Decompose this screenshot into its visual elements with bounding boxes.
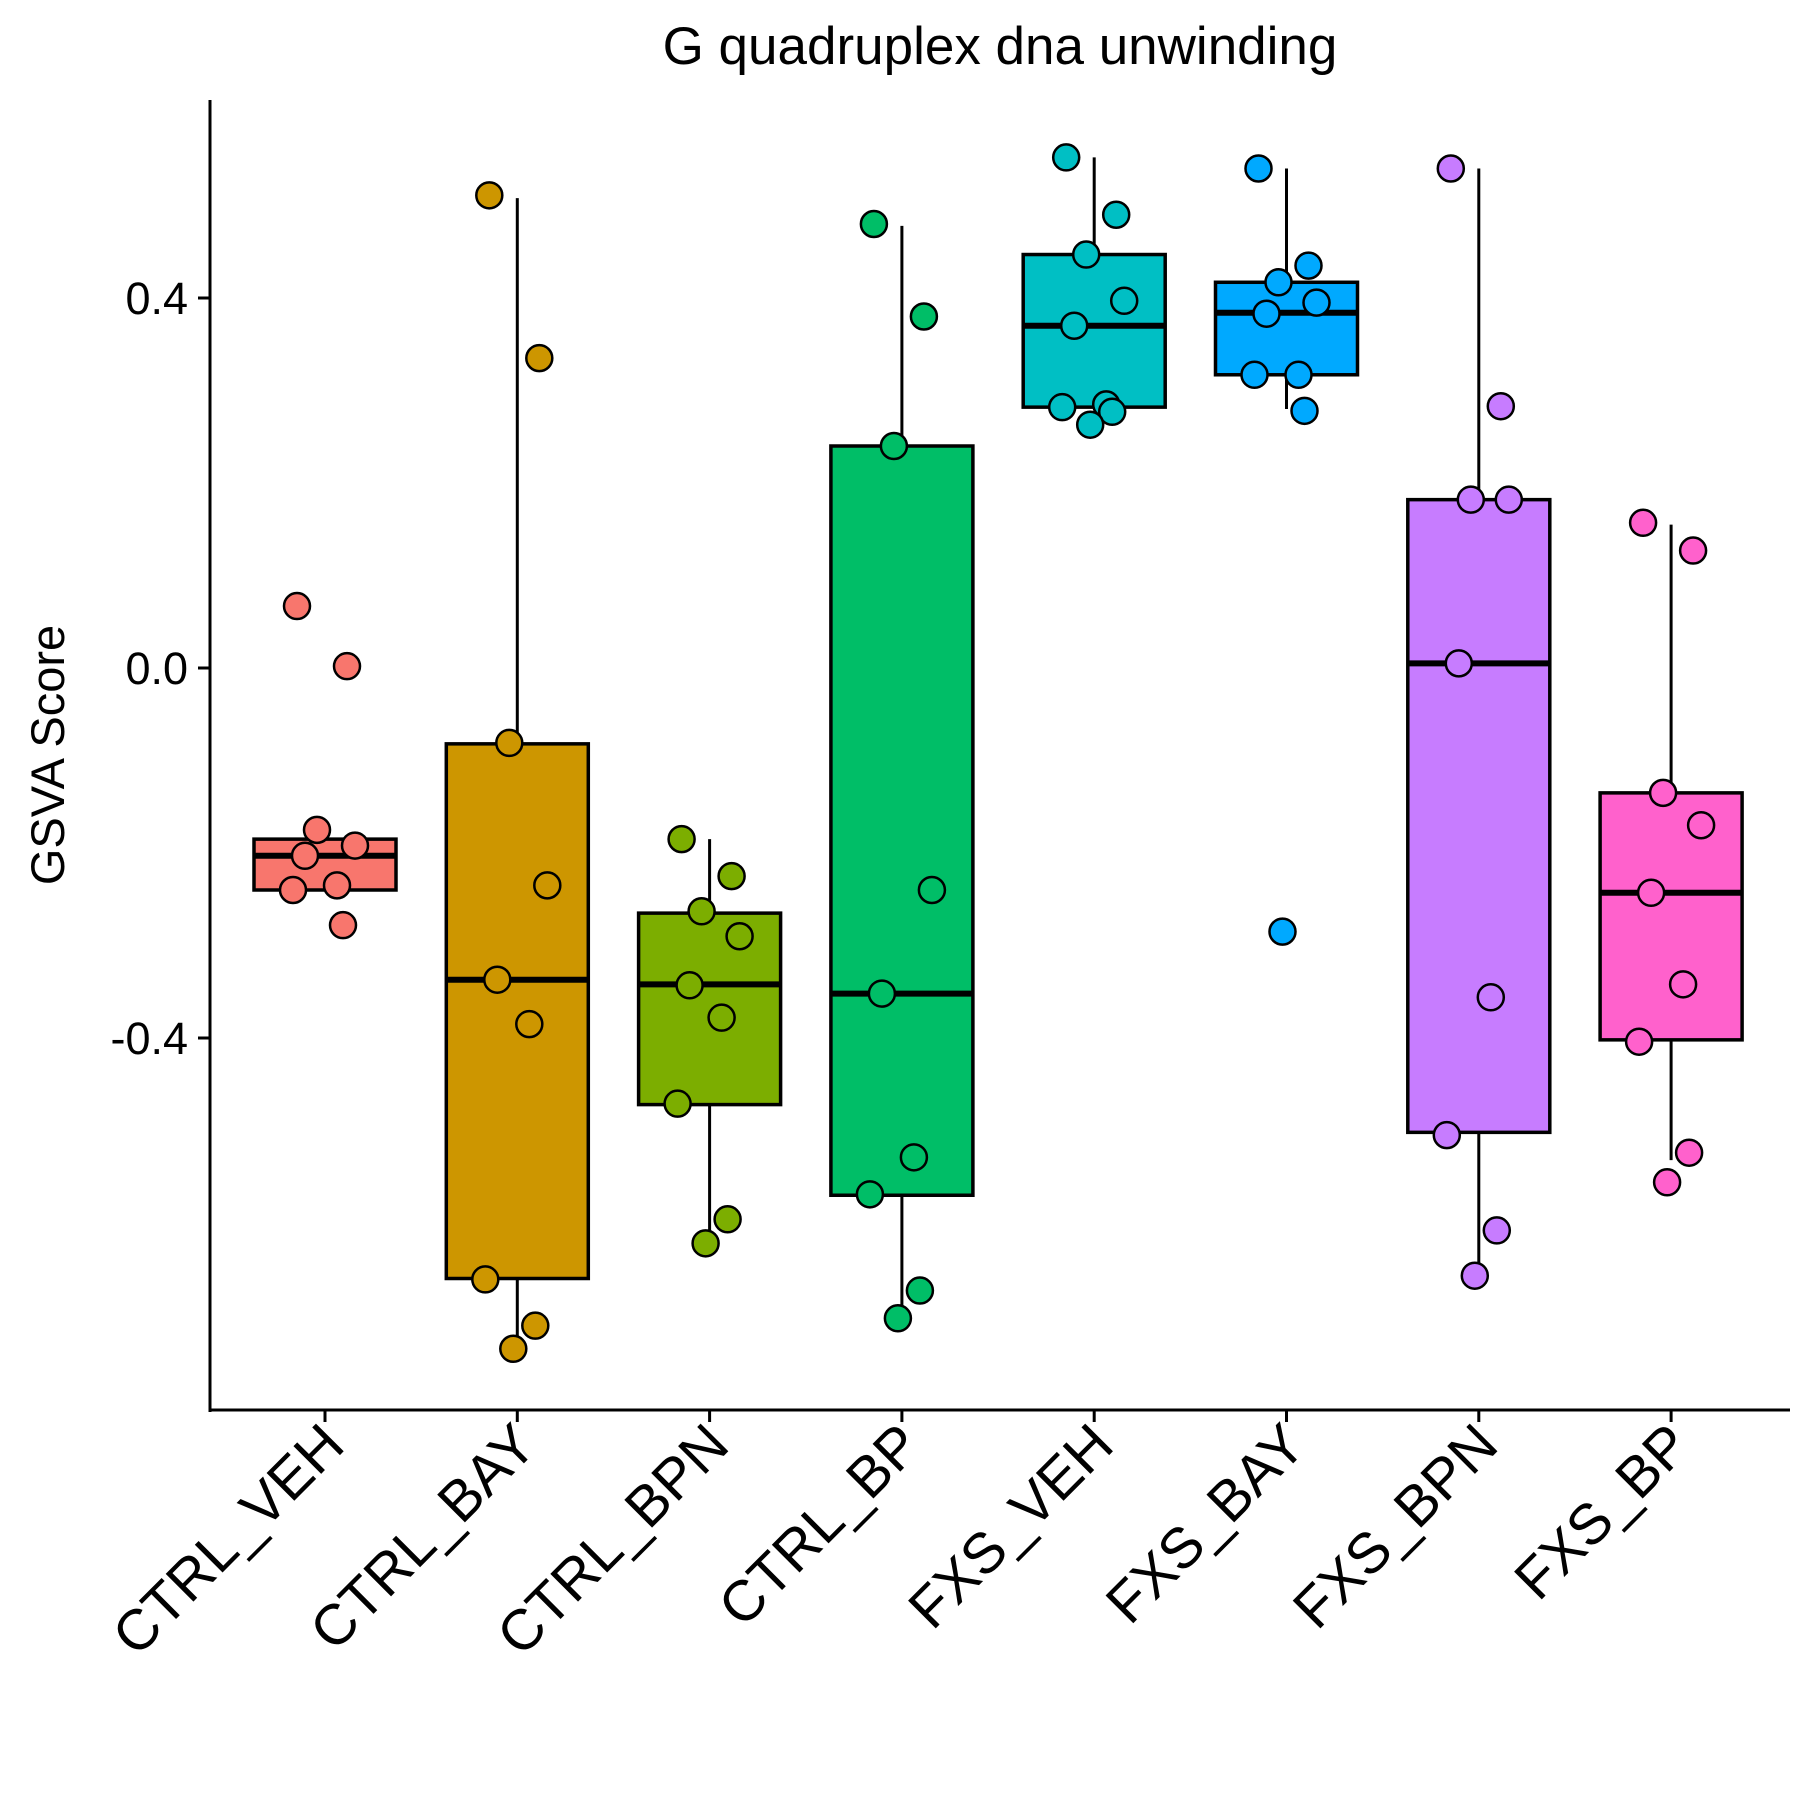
data-point xyxy=(278,875,308,905)
x-tick-label: FXS_VEH xyxy=(896,1412,1125,1641)
data-point xyxy=(1252,299,1281,328)
data-point xyxy=(1244,154,1273,183)
y-tick-label: -0.4 xyxy=(110,1013,188,1064)
box-group-fxs-veh xyxy=(1021,143,1167,439)
data-point xyxy=(917,875,947,905)
data-point xyxy=(1432,1120,1462,1150)
data-point xyxy=(1624,1027,1654,1056)
data-point xyxy=(1652,1168,1682,1197)
data-point xyxy=(521,1311,550,1340)
box-group-ctrl-veh xyxy=(252,591,398,940)
data-point xyxy=(1674,1138,1704,1167)
y-axis-label: GSVA Score xyxy=(21,625,74,885)
box-group-ctrl-bpn xyxy=(636,824,783,1258)
box xyxy=(636,911,783,1107)
box-group-ctrl-bp xyxy=(829,209,975,1333)
data-point xyxy=(1648,778,1678,808)
data-point xyxy=(1436,154,1466,183)
data-point xyxy=(1444,649,1474,678)
data-point xyxy=(1290,396,1319,426)
data-point xyxy=(879,431,909,461)
data-point xyxy=(691,1229,720,1258)
data-point xyxy=(1059,311,1089,340)
data-point xyxy=(1051,143,1081,172)
data-point xyxy=(717,861,746,891)
box-group-fxs-bpn xyxy=(1406,154,1552,1290)
box xyxy=(1213,280,1360,377)
data-point xyxy=(1636,878,1666,908)
data-point xyxy=(471,1265,500,1294)
box-group-fxs-bay xyxy=(1213,154,1360,946)
data-point xyxy=(1302,288,1331,317)
data-point xyxy=(663,1089,692,1118)
data-point xyxy=(707,1003,736,1032)
data-point xyxy=(515,1009,544,1039)
data-point xyxy=(1494,485,1524,514)
data-point xyxy=(905,1276,935,1305)
data-point xyxy=(322,871,352,900)
data-point xyxy=(713,1205,742,1234)
data-point xyxy=(290,841,320,871)
data-point xyxy=(1668,970,1698,999)
box xyxy=(1021,252,1167,409)
data-point xyxy=(859,209,889,239)
chart-title: G quadruplex dna unwinding xyxy=(663,17,1338,76)
data-point xyxy=(899,1143,929,1172)
data-point xyxy=(1476,983,1506,1012)
data-point xyxy=(1482,1216,1512,1245)
data-point xyxy=(340,831,370,860)
data-point xyxy=(499,1334,528,1364)
box-group-fxs-bp xyxy=(1598,508,1744,1197)
data-point xyxy=(883,1304,913,1333)
data-point xyxy=(667,824,696,854)
y-tick-label: 0.0 xyxy=(125,643,188,694)
data-point xyxy=(1486,391,1516,421)
data-point xyxy=(687,897,716,926)
box xyxy=(829,444,975,1197)
data-point xyxy=(1109,286,1139,316)
x-tick-label: FXS_BAY xyxy=(1094,1412,1318,1636)
data-point xyxy=(1101,200,1131,229)
data-point xyxy=(533,871,562,900)
data-point xyxy=(1047,392,1077,422)
data-point xyxy=(1097,397,1127,427)
data-point xyxy=(1686,811,1716,840)
data-point xyxy=(302,815,332,845)
data-point xyxy=(328,910,358,940)
x-tick-label: CTRL_BP xyxy=(706,1412,933,1639)
data-point xyxy=(332,651,362,681)
x-tick-label: FXS_BPN xyxy=(1281,1412,1510,1641)
box-group-ctrl-bay xyxy=(444,181,591,1364)
box xyxy=(444,742,591,1281)
data-point xyxy=(1075,410,1105,439)
y-tick-label: 0.4 xyxy=(125,273,188,324)
data-point xyxy=(1678,536,1708,565)
data-point xyxy=(525,343,554,373)
box xyxy=(1598,791,1744,1042)
data-point xyxy=(909,302,939,331)
x-tick-label: FXS_BP xyxy=(1502,1412,1702,1612)
plot-area xyxy=(252,143,1744,1364)
data-point xyxy=(475,181,504,210)
data-point xyxy=(483,965,512,994)
data-point xyxy=(1264,268,1293,297)
data-point xyxy=(725,922,754,951)
data-point xyxy=(1294,251,1323,280)
data-point xyxy=(867,979,897,1008)
box xyxy=(1406,497,1552,1135)
data-point xyxy=(495,728,524,758)
data-point xyxy=(1460,1261,1490,1290)
data-point xyxy=(1628,508,1658,538)
data-point xyxy=(1268,917,1297,946)
data-point xyxy=(1456,485,1486,514)
data-point xyxy=(675,971,704,1000)
data-point xyxy=(282,591,312,621)
data-point xyxy=(1071,240,1101,269)
data-point xyxy=(1284,360,1313,390)
data-point xyxy=(1240,360,1269,390)
data-point xyxy=(855,1180,885,1209)
